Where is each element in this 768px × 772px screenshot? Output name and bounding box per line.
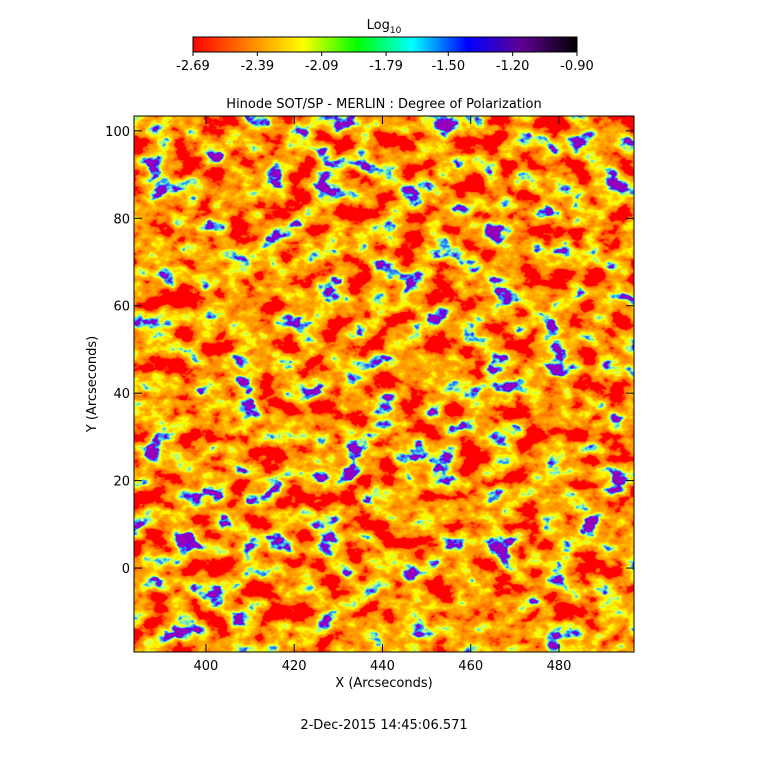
timestamp: 2-Dec-2015 14:45:06.571 (300, 718, 467, 733)
colorbar (192, 36, 578, 53)
x-axis-label: X (Arcseconds) (335, 676, 432, 691)
y-tick-label: 80 (113, 212, 130, 227)
colorbar-tick-label: -2.39 (241, 59, 275, 74)
colorbar-label: Log10 (367, 18, 402, 36)
colorbar-tick-label: -1.79 (369, 59, 403, 74)
x-tick-label: 400 (194, 659, 219, 674)
colorbar-tick-label: -0.90 (560, 59, 594, 74)
y-axis-label: Y (Arcseconds) (85, 336, 100, 433)
chart-title: Hinode SOT/SP - MERLIN : Degree of Polar… (226, 97, 541, 112)
polarization-map (134, 116, 634, 652)
colorbar-tick-label: -2.09 (305, 59, 339, 74)
colorbar-tick-label: -1.50 (431, 59, 465, 74)
colorbar-tick-label: -1.20 (496, 59, 530, 74)
x-tick-label: 440 (370, 659, 395, 674)
y-tick-label: 20 (113, 475, 130, 490)
plot-frame (133, 115, 635, 653)
y-tick-label: 100 (105, 125, 130, 140)
x-tick-label: 420 (282, 659, 307, 674)
x-tick-label: 480 (547, 659, 572, 674)
y-tick-label: 0 (122, 562, 130, 577)
y-tick-label: 60 (113, 300, 130, 315)
colorbar-tick-label: -2.69 (176, 59, 210, 74)
x-tick-label: 460 (458, 659, 483, 674)
y-tick-label: 40 (113, 387, 130, 402)
